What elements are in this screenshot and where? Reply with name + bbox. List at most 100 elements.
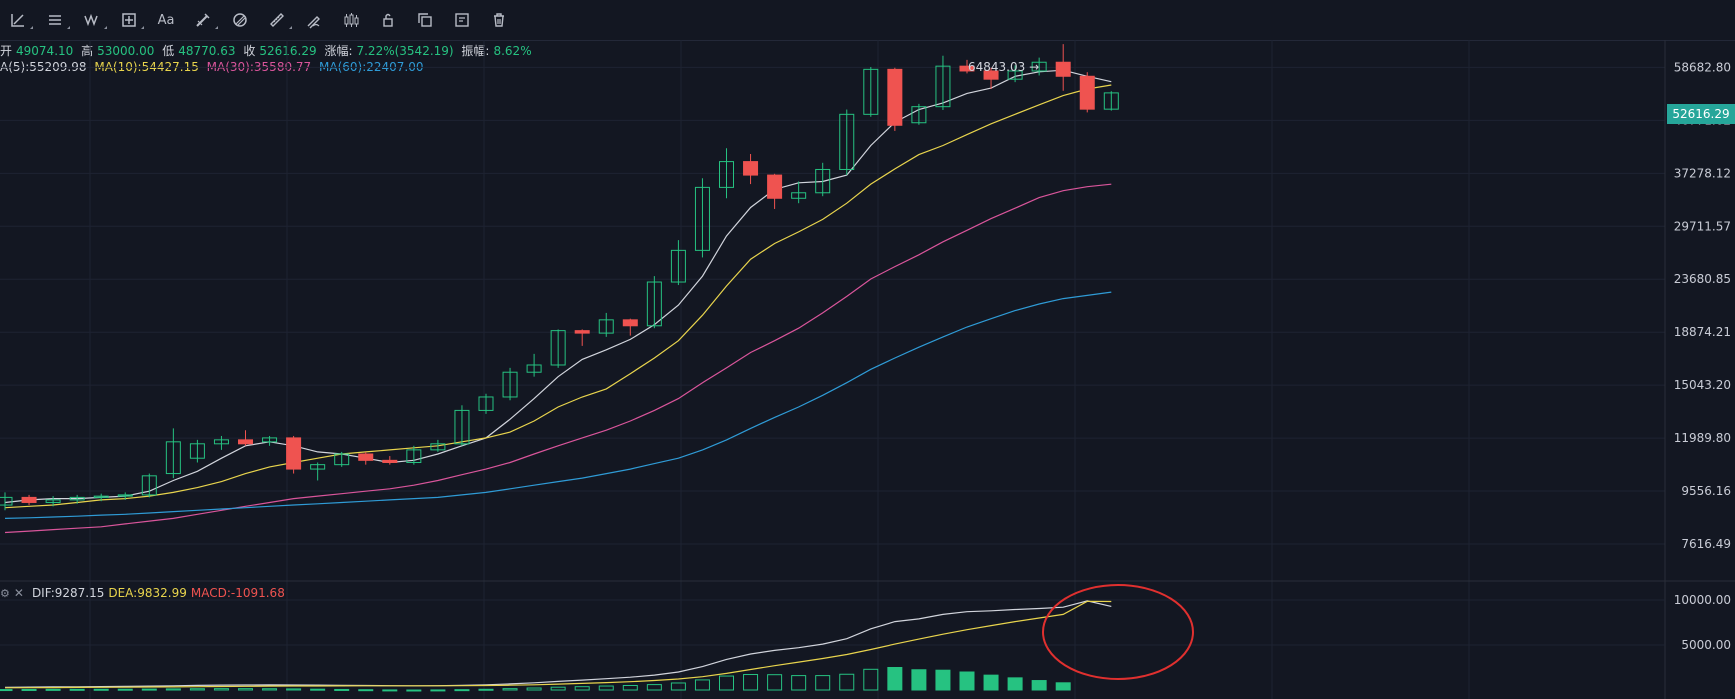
- candle-body[interactable]: [69, 496, 85, 501]
- wave-pattern-tool-button[interactable]: [74, 5, 110, 35]
- candle-body[interactable]: [550, 330, 566, 366]
- candle-body[interactable]: [887, 68, 903, 126]
- macd-bar: [791, 675, 807, 691]
- macd-bar: [0, 689, 13, 692]
- macd-bar: [622, 685, 638, 691]
- note-tool-icon: [455, 13, 469, 27]
- horizontal-lines-tool-button[interactable]: [37, 5, 73, 35]
- candle-body[interactable]: [286, 437, 302, 470]
- settings-icon[interactable]: ⚙: [0, 586, 10, 600]
- candle-body[interactable]: [189, 443, 205, 459]
- dea-value: DEA:9832.99: [108, 586, 187, 600]
- candle-body[interactable]: [1079, 75, 1095, 110]
- macd-bar: [430, 689, 446, 692]
- macd-bar: [21, 688, 37, 691]
- candle-body[interactable]: [719, 161, 734, 188]
- delete-tool-icon: [494, 13, 504, 27]
- macd-bar: [238, 688, 253, 691]
- candle-body[interactable]: [117, 494, 133, 497]
- macd-bar: [117, 688, 133, 691]
- macd-bar: [839, 673, 855, 691]
- candle-body[interactable]: [622, 319, 638, 327]
- candle-body[interactable]: [646, 281, 662, 327]
- candle-body[interactable]: [694, 186, 710, 251]
- candle-body[interactable]: [358, 453, 374, 461]
- brush-tool-button[interactable]: [185, 5, 221, 35]
- macd-controls: ⚙ ✕: [0, 586, 28, 600]
- candle-body[interactable]: [21, 496, 37, 503]
- low-value: 48770.63: [178, 44, 236, 58]
- candle-body[interactable]: [382, 459, 398, 463]
- price-axis-label: 11989.80: [1674, 431, 1731, 445]
- candle-body[interactable]: [670, 249, 686, 283]
- candle-body[interactable]: [574, 330, 590, 334]
- macd-bar: [815, 675, 831, 691]
- delete-tool-button[interactable]: [481, 5, 517, 35]
- candle-body[interactable]: [165, 441, 181, 475]
- candle-body[interactable]: [743, 161, 759, 176]
- magic-pen-tool-button[interactable]: [296, 5, 332, 35]
- candle-body[interactable]: [213, 439, 229, 445]
- current-price-badge: 52616.29: [1667, 104, 1735, 124]
- candle-body[interactable]: [502, 371, 518, 398]
- candle-body[interactable]: [406, 449, 422, 463]
- candle-body[interactable]: [141, 475, 157, 496]
- macd-bar: [598, 685, 614, 691]
- candle-body[interactable]: [863, 68, 879, 115]
- macd-bar: [935, 669, 951, 691]
- candle-body[interactable]: [598, 319, 614, 334]
- candle-body[interactable]: [310, 464, 326, 470]
- candle-body[interactable]: [815, 168, 831, 194]
- candle-body[interactable]: [1031, 61, 1047, 72]
- macd-bar: [887, 667, 903, 691]
- copy-tool-icon: [418, 13, 432, 27]
- lock-tool-icon: [383, 13, 393, 27]
- macd-bar: [767, 674, 783, 691]
- candle-body[interactable]: [526, 364, 542, 373]
- candle-body[interactable]: [983, 70, 999, 80]
- candle-body[interactable]: [93, 495, 109, 498]
- candle-body[interactable]: [1007, 70, 1023, 80]
- candle-body[interactable]: [911, 106, 927, 124]
- dif-value: DIF:9287.15: [31, 586, 105, 600]
- candle-body[interactable]: [430, 443, 446, 451]
- dif-line: [4, 600, 1112, 688]
- candle-body[interactable]: [1103, 92, 1119, 110]
- candle-body[interactable]: [454, 409, 470, 445]
- trend-line-tool-button[interactable]: [0, 5, 36, 35]
- candle-body[interactable]: [0, 496, 13, 506]
- candle-body[interactable]: [262, 437, 278, 443]
- candle-body[interactable]: [45, 499, 61, 503]
- candle-body[interactable]: [791, 192, 807, 199]
- candle-body[interactable]: [767, 174, 783, 199]
- candle-body[interactable]: [1055, 61, 1071, 77]
- ma-line-ma60: [4, 291, 1112, 519]
- ma-line-ma10: [4, 84, 1112, 509]
- dea-line: [4, 600, 1112, 689]
- candle-body[interactable]: [935, 65, 951, 108]
- ma-line-ma5: [4, 69, 1112, 504]
- candle-body[interactable]: [478, 396, 494, 411]
- lock-tool-button[interactable]: [370, 5, 406, 35]
- candle-body[interactable]: [334, 453, 350, 466]
- measure-box-tool-button[interactable]: [111, 5, 147, 35]
- candle-pattern-tool-button[interactable]: [333, 5, 369, 35]
- macd-bar: [719, 675, 734, 691]
- candle-body[interactable]: [238, 439, 253, 445]
- price-axis-label: 29711.57: [1674, 219, 1731, 233]
- price-axis-label: 9556.16: [1681, 484, 1731, 498]
- eraser-tool-button[interactable]: [222, 5, 258, 35]
- copy-tool-button[interactable]: [407, 5, 443, 35]
- eraser-tool-icon: [233, 13, 247, 27]
- candle-body[interactable]: [959, 65, 975, 72]
- ruler-tool-button[interactable]: [259, 5, 295, 35]
- note-tool-button[interactable]: [444, 5, 480, 35]
- close-icon[interactable]: ✕: [13, 586, 24, 600]
- macd-bar: [1031, 680, 1047, 691]
- text-tool-button[interactable]: Aa: [148, 5, 184, 35]
- horizontal-lines-tool-icon: [49, 15, 61, 25]
- candle-body[interactable]: [839, 113, 855, 170]
- macd-axis-label: 10000.00: [1674, 593, 1731, 607]
- macd-bar: [406, 689, 422, 692]
